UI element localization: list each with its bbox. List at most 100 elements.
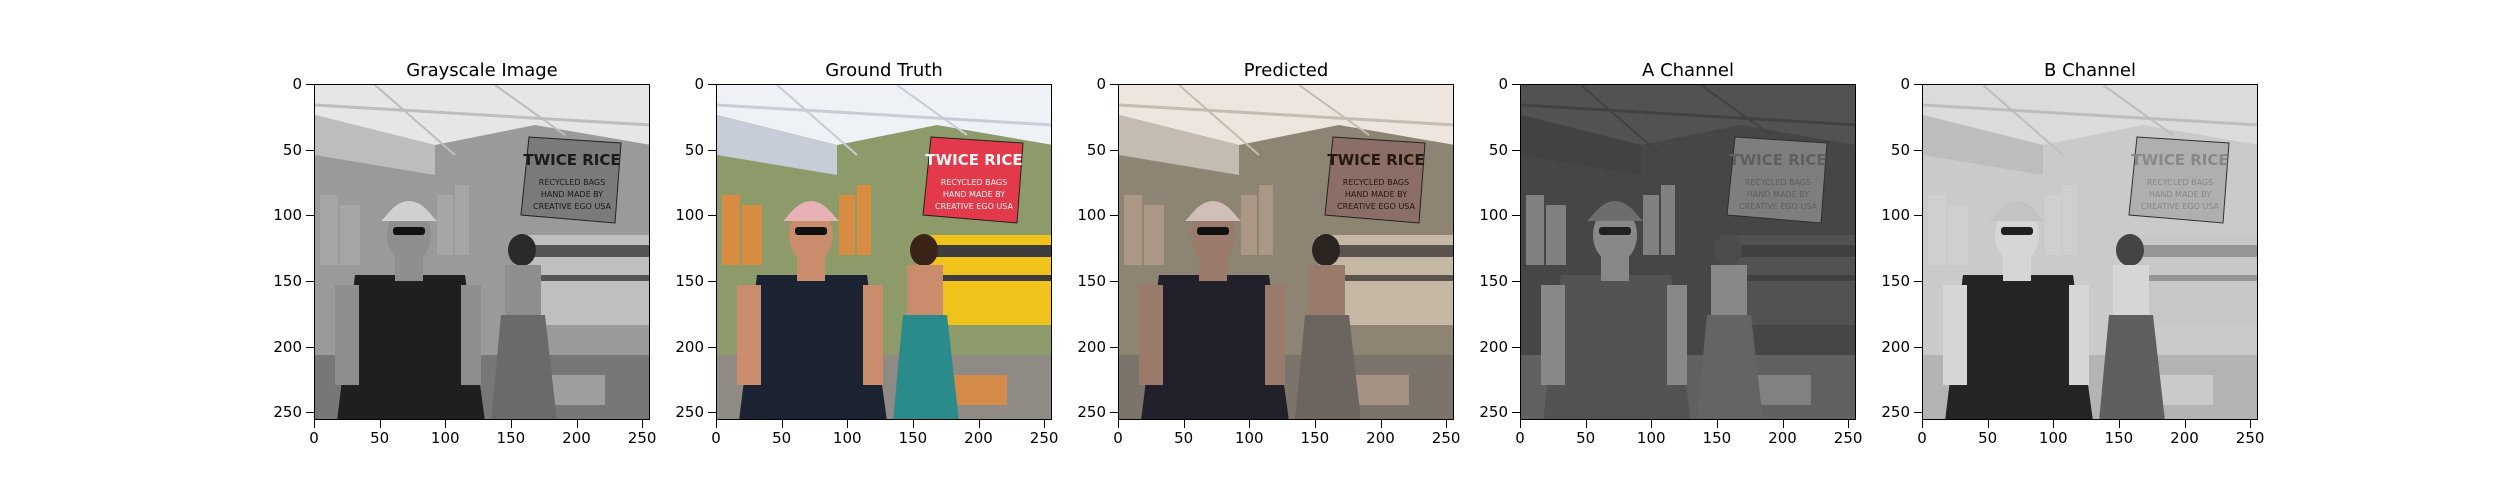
y-tick-label: 250 <box>675 403 704 422</box>
hanging-bags <box>1928 185 2077 265</box>
sign-text: CREATIVE EGO USA <box>2141 202 2220 211</box>
sign-text: RECYCLED BAGS <box>941 178 1007 187</box>
y-tick-label: 200 <box>273 337 302 356</box>
woman-figure <box>1943 201 2093 419</box>
x-tick <box>379 420 381 428</box>
sign-text: TWICE RICE <box>925 151 1022 169</box>
image-a-channel: TWICE RICE RECYCLED BAGS HAND MADE BY CREAT… <box>1520 84 1856 420</box>
x-tick <box>1651 420 1653 428</box>
sign-text: CREATIVE EGO USA <box>935 202 1014 211</box>
hanging-bags <box>722 185 871 265</box>
x-tick <box>642 420 644 428</box>
x-tick-label: 200 <box>2170 429 2199 447</box>
y-tick-label: 50 <box>684 140 704 159</box>
x-tick <box>1520 420 1521 428</box>
y-tick <box>306 280 314 282</box>
y-tick <box>1110 149 1118 151</box>
x-tick-label: 100 <box>832 429 862 447</box>
x-tick-label: 100 <box>1636 429 1666 447</box>
x-tick <box>912 420 914 428</box>
y-tick <box>1110 84 1118 85</box>
y-tick <box>708 412 716 414</box>
sign-text: RECYCLED BAGS <box>2147 178 2213 187</box>
y-tick-label: 250 <box>1479 403 1508 422</box>
y-tick-label: 50 <box>282 140 302 159</box>
y-tick <box>1512 412 1520 414</box>
x-tick <box>1922 420 1923 428</box>
sign-text: HAND MADE BY <box>541 190 603 199</box>
panel-grayscale: Grayscale Image TWICE RICE RECYCLED BAGS H… <box>273 0 734 500</box>
x-tick-label: 100 <box>2038 429 2068 447</box>
sign-text: CREATIVE EGO USA <box>1739 202 1818 211</box>
x-tick-label: 200 <box>562 429 591 447</box>
girl-figure <box>1295 234 1361 419</box>
x-tick <box>1249 420 1251 428</box>
y-tick-label: 0 <box>1498 75 1508 93</box>
x-tick <box>2250 420 2252 428</box>
y-tick <box>708 149 716 151</box>
sign-text: RECYCLED BAGS <box>539 178 605 187</box>
image-grayscale: TWICE RICE RECYCLED BAGS HAND MADE BY CREAT… <box>314 84 650 420</box>
y-tick <box>306 412 314 414</box>
x-tick-label: 50 <box>370 429 390 447</box>
y-tick <box>708 215 716 217</box>
scene-image: TWICE RICE RECYCLED BAGS HAND MADE BY CREAT… <box>1923 85 2257 419</box>
image-b-channel: TWICE RICE RECYCLED BAGS HAND MADE BY CREAT… <box>1922 84 2258 420</box>
x-tick-label: 0 <box>1917 429 1927 447</box>
x-tick-label: 200 <box>964 429 993 447</box>
scene-image: TWICE RICE RECYCLED BAGS HAND MADE BY CREAT… <box>315 85 649 419</box>
sign-text: CREATIVE EGO USA <box>533 202 612 211</box>
y-tick <box>1110 412 1118 414</box>
x-tick-label: 50 <box>772 429 792 447</box>
x-tick <box>1044 420 1046 428</box>
y-tick-label: 50 <box>1086 140 1106 159</box>
x-tick-label: 100 <box>1234 429 1264 447</box>
y-tick-label: 150 <box>1479 271 1508 290</box>
girl-figure <box>491 234 557 419</box>
x-tick <box>314 420 315 428</box>
x-tick-label: 150 <box>496 429 526 447</box>
y-tick-label: 150 <box>1881 271 1910 290</box>
x-tick <box>1848 420 1850 428</box>
x-tick <box>1183 420 1185 428</box>
x-tick <box>1380 420 1382 428</box>
image-predicted: TWICE RICE RECYCLED BAGS HAND MADE BY CREAT… <box>1118 84 1454 420</box>
x-tick-label: 50 <box>1174 429 1194 447</box>
x-tick <box>510 420 512 428</box>
x-tick-label: 150 <box>1702 429 1732 447</box>
x-tick <box>978 420 980 428</box>
hanging-bags <box>1526 185 1675 265</box>
twice-rice-sign: TWICE RICE RECYCLED BAGS HAND MADE BY CREAT… <box>2128 136 2230 224</box>
x-tick <box>1987 420 1989 428</box>
panel-title: A Channel <box>1642 60 1734 81</box>
x-tick-label: 50 <box>1978 429 1998 447</box>
y-tick <box>1110 346 1118 348</box>
sign-text: RECYCLED BAGS <box>1343 178 1409 187</box>
x-tick <box>847 420 849 428</box>
panel-ground-truth: Ground Truth TWICE RICE RECYCLED BAGS HAND… <box>675 0 1136 500</box>
x-tick <box>1118 420 1119 428</box>
girl-figure <box>1697 234 1763 419</box>
girl-figure <box>2099 234 2165 419</box>
y-tick <box>1914 280 1922 282</box>
x-tick <box>1314 420 1316 428</box>
sign-text: HAND MADE BY <box>2149 190 2211 199</box>
x-tick-label: 200 <box>1768 429 1797 447</box>
x-tick-label: 250 <box>2235 429 2265 447</box>
x-tick-label: 150 <box>1300 429 1330 447</box>
girl-figure <box>893 234 959 419</box>
sign-text: CREATIVE EGO USA <box>1337 202 1416 211</box>
x-tick-label: 250 <box>1029 429 1059 447</box>
panel-predicted: Predicted TWICE RICE RECYCLED BAGS HAND MA… <box>1077 0 1538 500</box>
y-tick <box>306 149 314 151</box>
panel-title: Predicted <box>1243 60 1329 81</box>
x-tick-label: 0 <box>711 429 721 447</box>
x-tick <box>716 420 717 428</box>
hanging-bags <box>320 185 469 265</box>
y-tick-label: 250 <box>1077 403 1106 422</box>
sign-text: TWICE RICE <box>1327 151 1424 169</box>
y-tick <box>1914 412 1922 414</box>
y-tick <box>1914 84 1922 85</box>
x-tick-label: 100 <box>430 429 460 447</box>
